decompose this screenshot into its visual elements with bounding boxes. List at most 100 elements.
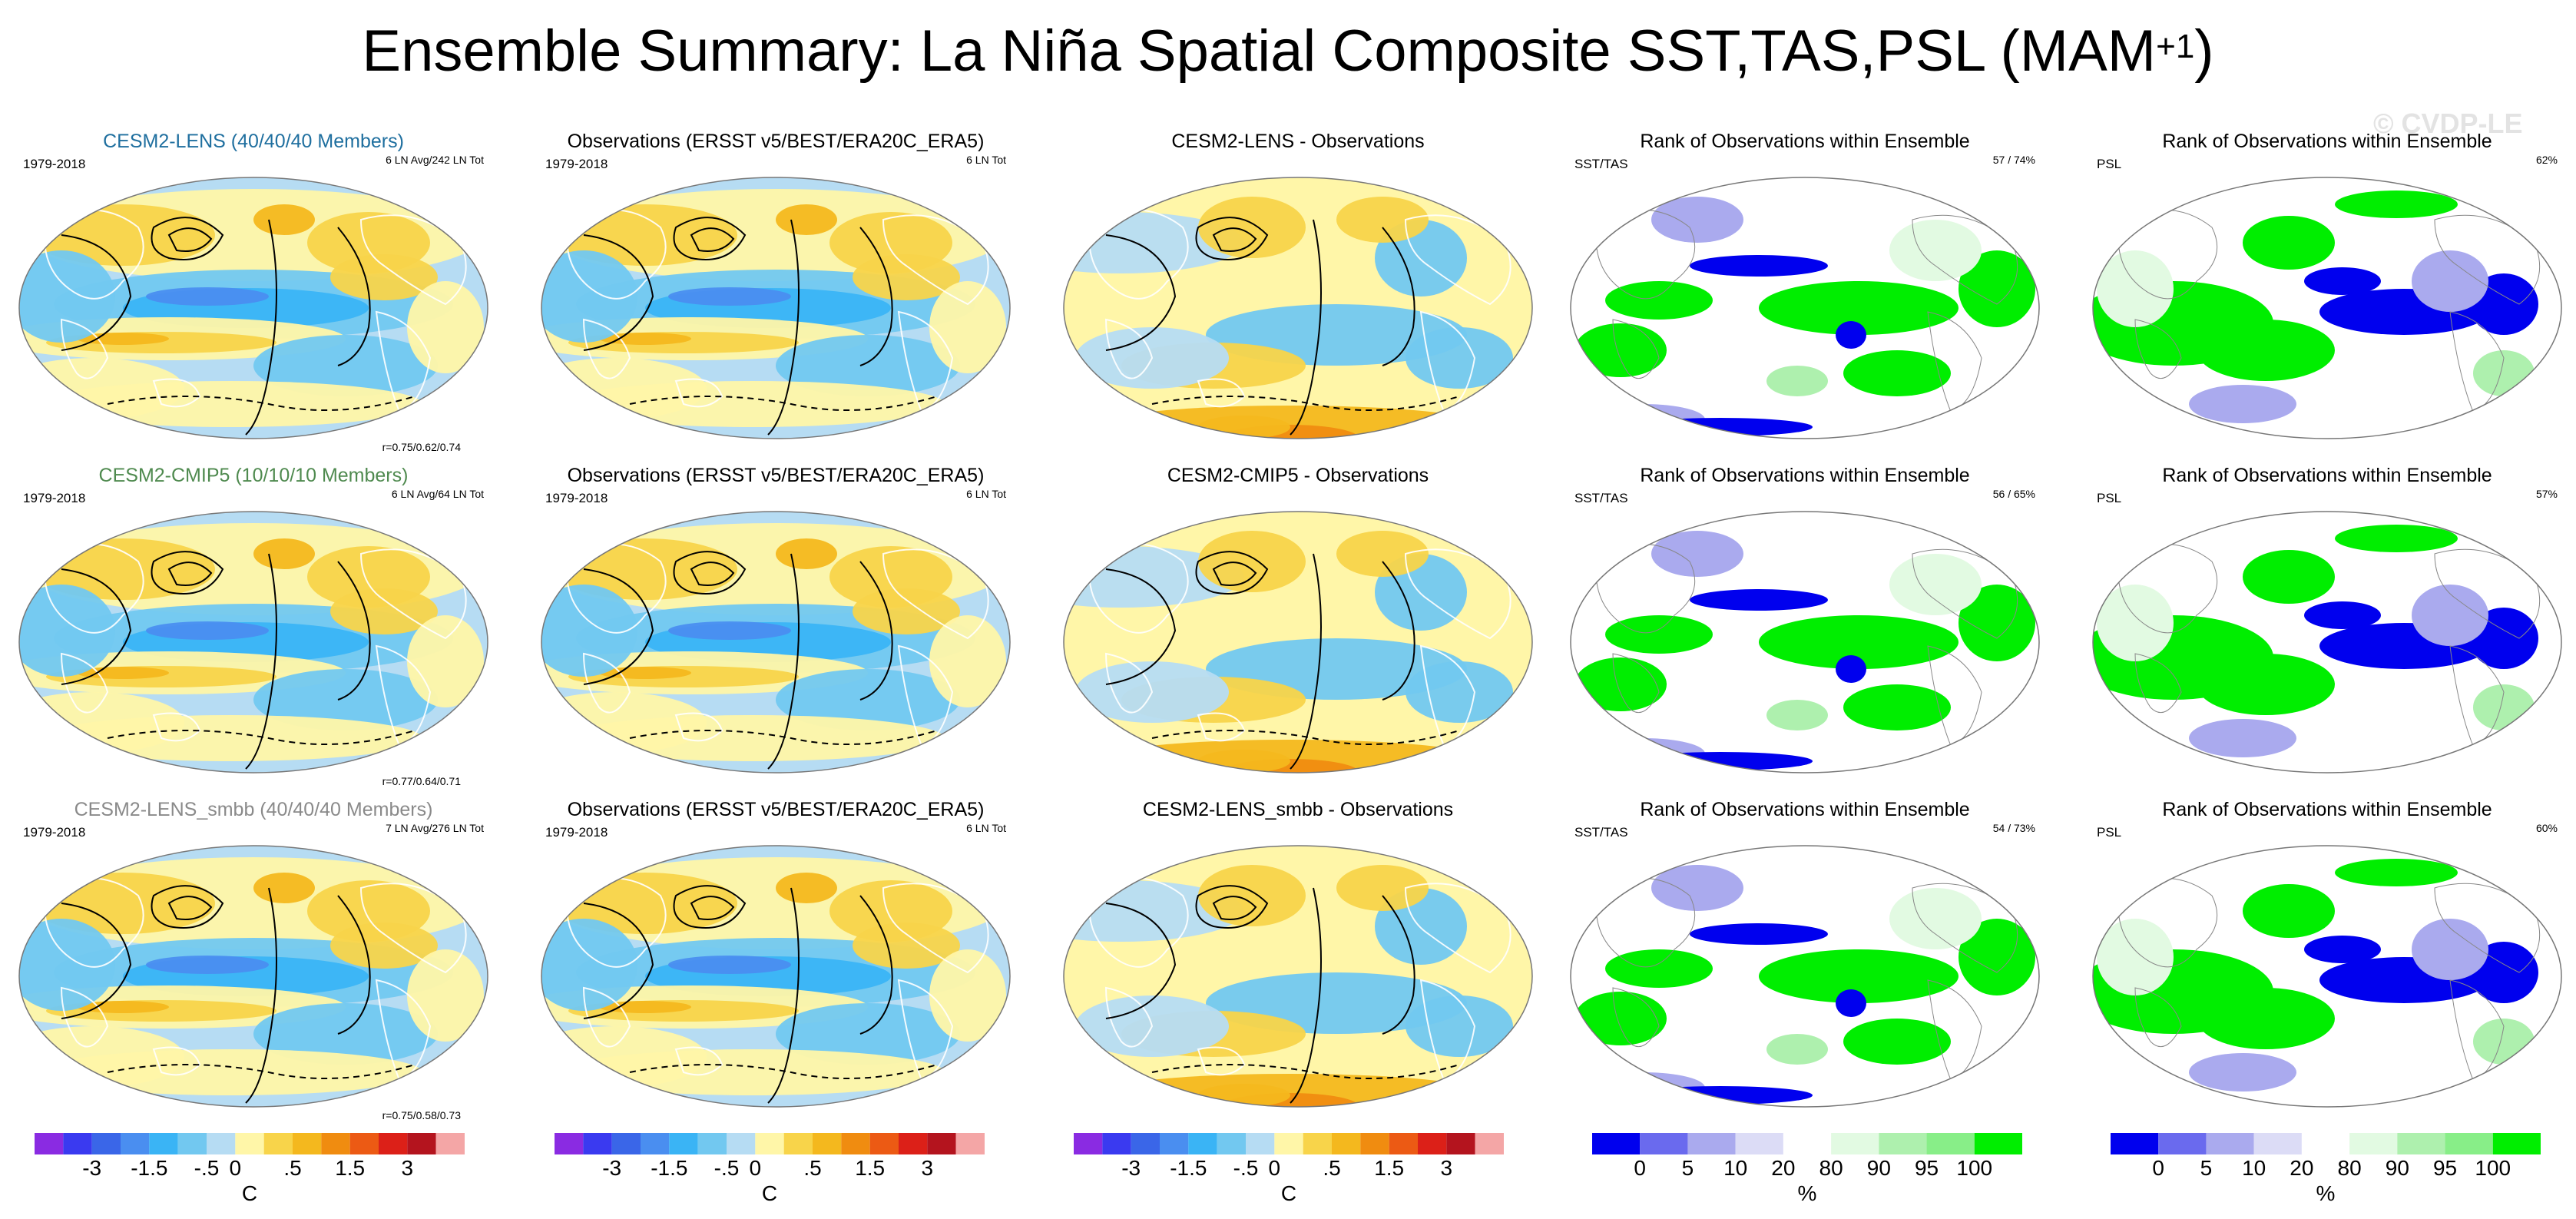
colorbar-swatch [2301, 1133, 2350, 1154]
coastline [2117, 877, 2218, 968]
sst-anomaly-blob [929, 949, 1006, 1042]
psl-contour [1195, 217, 1269, 260]
coastline [674, 712, 723, 742]
colorbar-swatch [1360, 1133, 1389, 1154]
colorbar-tick-label: 95 [2432, 1156, 2458, 1180]
rank-region [1759, 281, 1958, 335]
coastline [1404, 883, 1511, 974]
variable-label: SST/TAS [1574, 491, 1628, 505]
map-border [2092, 177, 2562, 439]
rank-region [2304, 601, 2381, 629]
map-border [541, 511, 1011, 773]
colorbar-swatch [207, 1133, 236, 1154]
rank-region [2097, 585, 2174, 661]
psl-contour [337, 227, 371, 366]
temp-colorbar-1 [35, 1133, 465, 1154]
coastline [1197, 378, 1246, 408]
colorbar-swatch [611, 1133, 641, 1154]
coastline [1419, 310, 1476, 413]
coastline [152, 1046, 201, 1076]
sst-anomaly-blob [19, 250, 115, 343]
map-border [1063, 511, 1533, 773]
coastline [359, 883, 467, 974]
sst-anomaly-blob [407, 615, 484, 707]
pattern-correlation: r=0.75/0.58/0.73 [382, 1109, 461, 1121]
psl-contour [1382, 227, 1415, 366]
colorbar-tick-label: 3 [921, 1156, 934, 1180]
rank-region [2197, 988, 2335, 1049]
colorbar-swatch [1592, 1133, 1641, 1154]
coastline [882, 883, 989, 974]
rank-region [2304, 267, 2381, 295]
rank-percent: 56 / 65% [1992, 488, 2035, 500]
psl-contour [61, 568, 132, 685]
psl-contour [167, 561, 213, 586]
panel-title: Rank of Observations within Ensemble [2162, 465, 2492, 486]
psl-contour [245, 553, 277, 770]
rank-percent: 54 / 73% [1992, 822, 2035, 834]
coastline [1404, 214, 1511, 306]
colorbar-tick-label: 1.5 [855, 1156, 886, 1180]
rank-region [1766, 700, 1828, 730]
rank-region [2097, 250, 2174, 327]
coastline [1419, 979, 1476, 1082]
coastline [1612, 653, 1660, 714]
colorbar-swatch [899, 1133, 928, 1154]
variable-label: PSL [2097, 157, 2122, 171]
panel-title: Rank of Observations within Ensemble [1640, 131, 1970, 152]
coastline [582, 986, 631, 1048]
coastline [882, 214, 989, 306]
sst-anomaly-blob [541, 250, 637, 343]
variable-label: PSL [2097, 825, 2122, 840]
rank-region [1958, 585, 2035, 661]
psl-contour [629, 1064, 938, 1079]
colorbar-swatch [1446, 1133, 1475, 1154]
map-obs [541, 177, 1011, 439]
colorbar-swatch [1640, 1133, 1688, 1154]
map-rank-sst [1570, 177, 2040, 439]
colorbar-tick-label: .5 [283, 1156, 302, 1180]
rank-region [2412, 250, 2488, 312]
sst-anomaly-blob [407, 281, 484, 373]
map-rank-psl [2092, 177, 2562, 439]
panel-title: CESM2-LENS (40/40/40 Members) [103, 131, 404, 152]
coastline [60, 986, 109, 1048]
colorbar-swatch [783, 1133, 813, 1154]
coastline [44, 543, 144, 634]
colorbar-swatch [1246, 1133, 1275, 1154]
sst-anomaly-blob [19, 585, 115, 677]
colorbar-swatch [583, 1133, 612, 1154]
colorbar-tick-label: 3 [1440, 1156, 1453, 1180]
watermark: © CVDP-LE [2373, 108, 2523, 139]
colorbar-swatch [1160, 1133, 1189, 1154]
coastline [152, 712, 201, 742]
rank-region [1605, 615, 1713, 654]
coastline [375, 979, 432, 1082]
rank-region [1628, 752, 1813, 770]
colorbar-swatch [813, 1133, 842, 1154]
colorbar-swatch [2206, 1133, 2254, 1154]
colorbar-tick-label: -3 [1121, 1156, 1141, 1180]
panel-rank-psl-row-3: Rank of Observations within Ensemble PSL 6… [2081, 799, 2573, 1129]
colorbar-tick-label: -1.5 [131, 1156, 168, 1180]
map-rank-sst [1570, 845, 2040, 1108]
rank-region [1766, 366, 1828, 396]
colorbar-tick-label: .5 [803, 1156, 822, 1180]
coastline [2434, 548, 2541, 639]
colorbar-swatch [841, 1133, 870, 1154]
coastline [2449, 311, 2505, 412]
rank-region [2189, 385, 2296, 423]
rank-region [1889, 220, 1982, 281]
panel-title: Rank of Observations within Ensemble [1640, 799, 1970, 820]
ln-count: 6 LN Tot [966, 154, 1006, 166]
panel-obs-row-2: Observations (ERSST v5/BEST/ERA20C_ERA5)… [530, 465, 1021, 795]
colorbar-tick-label: -.5 [194, 1156, 220, 1180]
coastline [44, 209, 144, 300]
colorbar-tick-label: -3 [602, 1156, 622, 1180]
figure-title: Ensemble Summary: La Niña Spatial Compos… [0, 17, 2576, 86]
psl-contour [167, 227, 213, 252]
rank-region [1759, 949, 1958, 1003]
rank-region [1766, 1034, 1828, 1065]
map-border [18, 177, 488, 439]
sst-anomaly-blob [1198, 865, 1306, 926]
